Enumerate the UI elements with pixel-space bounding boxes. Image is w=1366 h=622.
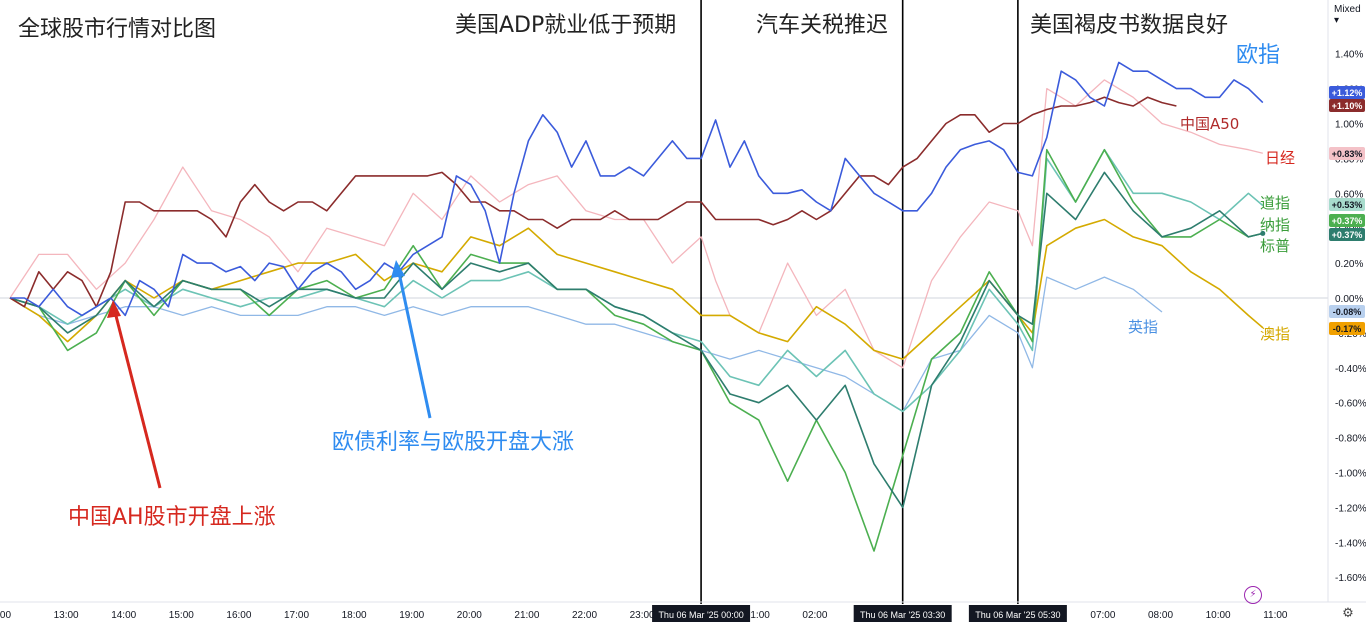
y-tick-label: -0.40%: [1335, 364, 1366, 375]
x-tick-label: 20:00: [457, 610, 482, 621]
x-tick-label: 07:00: [1090, 610, 1115, 621]
y-tick-label: 0.20%: [1335, 259, 1363, 270]
series-line-4: [9, 148, 1263, 552]
last-value-label: +1.10%: [1332, 101, 1363, 111]
x-tick-label: 23:00: [630, 610, 655, 621]
y-tick-label: -1.20%: [1335, 503, 1366, 514]
y-tick-label: 1.00%: [1335, 120, 1363, 131]
lightning-icon[interactable]: ⚡: [1244, 586, 1262, 604]
x-tick-label: 21:00: [514, 610, 539, 621]
event-time-badge: [968, 605, 1067, 622]
last-value-label: +0.53%: [1332, 200, 1363, 210]
event-label-beige-book: 美国褐皮书数据良好: [1030, 13, 1228, 38]
series-label-a50: 中国A50: [1180, 115, 1239, 133]
x-tick-label: 10:00: [1206, 610, 1231, 621]
last-value-label: +1.12%: [1332, 88, 1363, 98]
annotation-eu-open: 欧债利率与欧股开盘大涨: [332, 430, 574, 455]
scale-mode-label: Mixed: [1334, 4, 1361, 15]
x-tick-label: 08:00: [1148, 610, 1173, 621]
event-label-adp: 美国ADP就业低于预期: [455, 13, 676, 38]
series-end-dot: [1260, 230, 1266, 236]
blue-arrow: [396, 267, 432, 419]
y-tick-label: 1.40%: [1335, 50, 1363, 61]
series-line-0: [10, 61, 1264, 317]
gear-icon[interactable]: ⚙: [1342, 606, 1354, 621]
series-label-dow: 道指: [1260, 194, 1290, 212]
x-tick-label: 18:00: [342, 610, 367, 621]
event-label-tariff: 汽车关税推迟: [756, 13, 888, 38]
last-value-label: +0.37%: [1332, 216, 1363, 226]
y-tick-label: -1.00%: [1335, 469, 1366, 480]
y-tick-label: -1.60%: [1335, 573, 1366, 584]
x-tick-label: 02:00: [802, 610, 827, 621]
y-tick-label: -0.60%: [1335, 399, 1366, 410]
event-time-label: Thu 06 Mar '25 00:00: [658, 610, 743, 620]
event-time-badge: [853, 605, 952, 622]
last-value-label: -0.08%: [1333, 307, 1362, 317]
x-tick-label: 15:00: [169, 610, 194, 621]
series-label-nikkei: 日经: [1265, 149, 1295, 167]
x-tick-label: 13:00: [54, 610, 79, 621]
last-value-badge: [1329, 147, 1365, 160]
last-value-label: +0.37%: [1332, 230, 1363, 240]
last-value-badge: [1329, 214, 1365, 227]
x-tick-label: 14:00: [111, 610, 136, 621]
x-tick-label: 01:00: [745, 610, 770, 621]
series-label-sp500: 标普: [1260, 237, 1290, 255]
series-label-asx: 澳指: [1260, 325, 1290, 343]
last-value-badge: [1329, 305, 1365, 318]
chart-title: 全球股市行情对比图: [18, 17, 216, 42]
x-tick-label: 12:00: [0, 610, 11, 621]
y-tick-label: -0.80%: [1335, 434, 1366, 445]
annotation-ah-open: 中国AH股市开盘上涨: [68, 505, 276, 530]
series-label-eu: 欧指: [1236, 43, 1280, 68]
event-time-badge: [652, 605, 751, 622]
last-value-badge: [1329, 86, 1365, 99]
series-label-ftse: 英指: [1128, 318, 1158, 336]
blue-arrow-head: [391, 260, 405, 278]
last-value-badge: [1329, 99, 1365, 112]
x-tick-label: 19:00: [399, 610, 424, 621]
y-tick-label: -1.40%: [1335, 538, 1366, 549]
x-tick-label: 11:00: [1263, 610, 1288, 621]
y-tick-label: 0.00%: [1335, 294, 1363, 305]
last-value-label: -0.17%: [1333, 324, 1362, 334]
red-arrow: [112, 307, 162, 489]
event-time-label: Thu 06 Mar '25 05:30: [975, 610, 1060, 620]
last-value-badge: [1329, 198, 1365, 211]
series-line-6: [9, 276, 1163, 413]
x-tick-label: 22:00: [572, 610, 597, 621]
x-tick-label: 17:00: [284, 610, 309, 621]
y-tick-label: 0.60%: [1335, 189, 1363, 200]
series-line-7: [9, 218, 1264, 360]
last-value-badge: [1329, 228, 1365, 241]
last-value-badge: [1329, 322, 1365, 335]
last-value-label: +0.83%: [1332, 149, 1363, 159]
event-time-label: Thu 06 Mar '25 03:30: [860, 610, 945, 620]
series-line-2: [9, 79, 1263, 369]
series-label-nasdaq: 纳指: [1260, 216, 1290, 234]
red-arrow-head: [107, 300, 121, 318]
series-line-5: [9, 171, 1263, 509]
series-line-1: [9, 96, 1177, 308]
scale-mode-button[interactable]: Mixed ▾: [1334, 4, 1361, 26]
x-tick-label: 16:00: [226, 610, 251, 621]
